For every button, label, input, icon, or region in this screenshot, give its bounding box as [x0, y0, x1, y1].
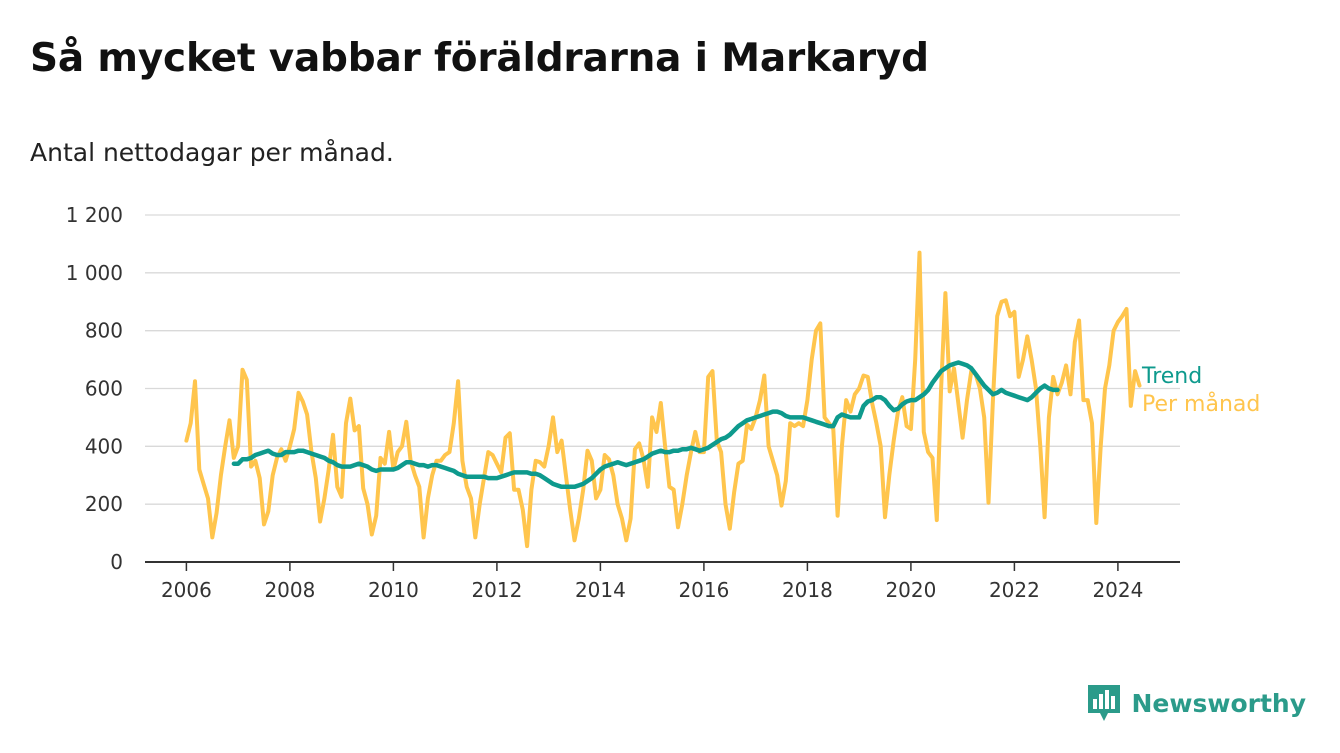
x-tick-label: 2012 — [471, 578, 522, 602]
brand: Newsworthy — [1086, 683, 1307, 723]
x-tick-label: 2020 — [885, 578, 936, 602]
x-tick-label: 2010 — [368, 578, 419, 602]
brand-name: Newsworthy — [1131, 688, 1307, 718]
y-tick-label: 0 — [110, 550, 123, 574]
chart-title: Så mycket vabbar föräldrarna i Markaryd — [30, 36, 929, 81]
y-tick-label: 200 — [85, 492, 123, 516]
x-axis-ticks: 2006 2008 2010 2012 2014 2016 2018 2020 2022 2024 — [161, 562, 1143, 602]
series-line-trend — [231, 360, 1060, 490]
series-lines — [184, 250, 1142, 549]
y-tick-label: 1 200 — [66, 203, 123, 227]
series-line-per-manad — [184, 250, 1142, 549]
x-tick-label: 2022 — [989, 578, 1040, 602]
x-tick-label: 2008 — [264, 578, 315, 602]
series-label-trend: Trend — [1141, 364, 1202, 389]
y-tick-label: 400 — [85, 434, 123, 458]
y-axis-ticks: 0 200 400 600 800 1 000 1 200 — [66, 203, 123, 574]
x-tick-label: 2014 — [575, 578, 626, 602]
x-tick-label: 2006 — [161, 578, 212, 602]
bar-chart-speech-bubble-icon — [1087, 685, 1120, 721]
x-tick-label: 2024 — [1092, 578, 1143, 602]
series-label-per-manad: Per månad — [1142, 391, 1260, 417]
y-tick-label: 1 000 — [66, 261, 123, 285]
gridlines — [145, 214, 1180, 563]
y-tick-label: 600 — [85, 377, 123, 401]
y-tick-label: 800 — [85, 319, 123, 343]
chart-subtitle: Antal nettodagar per månad. — [30, 138, 394, 167]
x-tick-label: 2018 — [782, 578, 833, 602]
x-tick-label: 2016 — [678, 578, 729, 602]
